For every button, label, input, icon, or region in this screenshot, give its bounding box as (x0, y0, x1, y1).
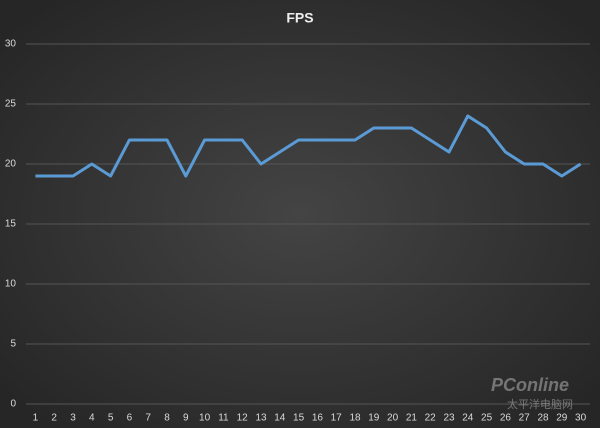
x-tick-label: 13 (255, 413, 267, 424)
x-tick-label: 18 (349, 413, 361, 424)
x-tick-label: 12 (237, 413, 249, 424)
x-tick-label: 3 (70, 413, 76, 424)
x-tick-label: 20 (387, 413, 399, 424)
x-tick-label: 19 (368, 413, 380, 424)
x-tick-label: 15 (293, 413, 305, 424)
y-tick-label: 20 (5, 159, 17, 170)
y-tick-label: 5 (10, 339, 16, 350)
x-tick-label: 17 (331, 413, 343, 424)
x-tick-label: 14 (274, 413, 286, 424)
watermark-site: 太平洋电脑网 (507, 397, 573, 411)
line-series (35, 114, 582, 178)
x-tick-label: 5 (108, 413, 114, 424)
x-tick-label: 27 (519, 413, 531, 424)
x-tick-label: 26 (500, 413, 512, 424)
x-tick-label: 28 (537, 413, 549, 424)
x-tick-label: 9 (183, 413, 189, 424)
y-tick-label: 0 (10, 399, 16, 410)
x-tick-label: 21 (406, 413, 418, 424)
x-tick-label: 11 (218, 413, 229, 424)
x-tick-label: 30 (575, 413, 587, 424)
x-tick-label: 24 (462, 413, 474, 424)
x-tick-label: 16 (312, 413, 324, 424)
watermark-brand: PConline (491, 375, 569, 395)
x-tick-label: 8 (164, 413, 170, 424)
y-tick-label: 25 (5, 99, 17, 110)
y-tick-label: 15 (5, 219, 17, 230)
x-tick-label: 6 (127, 413, 133, 424)
y-tick-label: 10 (5, 279, 17, 290)
x-tick-label: 22 (425, 413, 437, 424)
y-tick-label: 30 (5, 39, 17, 50)
x-tick-label: 2 (51, 413, 57, 424)
x-tick-label: 25 (481, 413, 493, 424)
x-tick-label: 10 (199, 413, 211, 424)
x-tick-label: 4 (89, 413, 95, 424)
chart-title: FPS (286, 10, 313, 26)
x-tick-label: 23 (443, 413, 455, 424)
x-tick-label: 29 (556, 413, 568, 424)
x-tick-label: 7 (145, 413, 151, 424)
x-tick-label: 1 (33, 413, 39, 424)
